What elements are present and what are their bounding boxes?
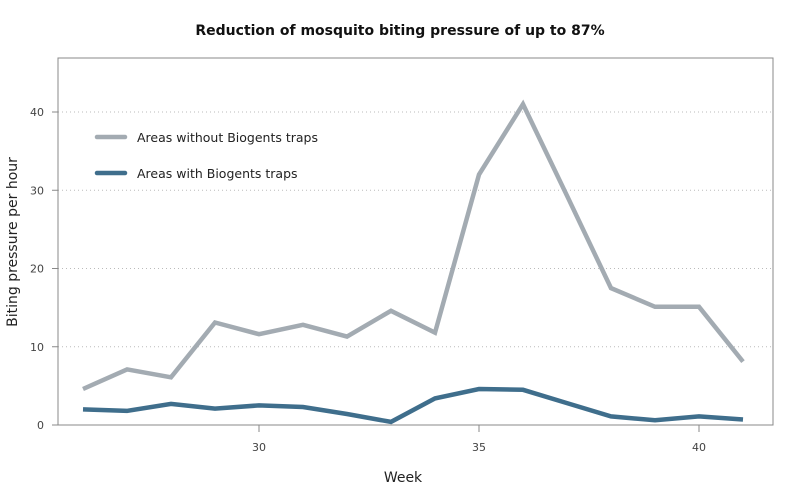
y-tick-label: 20 bbox=[30, 263, 44, 276]
x-tick-label: 35 bbox=[472, 441, 486, 454]
legend-label: Areas without Biogents traps bbox=[137, 130, 318, 145]
y-tick-label: 30 bbox=[30, 184, 44, 197]
x-tick-label: 30 bbox=[252, 441, 266, 454]
legend: Areas without Biogents traps Areas with B… bbox=[94, 130, 318, 181]
y-tick-label: 40 bbox=[30, 106, 44, 119]
y-axis: 0 10 20 30 40 bbox=[30, 106, 58, 432]
plot-frame bbox=[57, 57, 774, 426]
series-line-0 bbox=[82, 99, 745, 392]
chart-title: Reduction of mosquito biting pressure of… bbox=[195, 23, 604, 39]
legend-label: Areas with Biogents traps bbox=[137, 166, 298, 181]
y-axis-label: Biting pressure per hour bbox=[5, 157, 21, 327]
gridlines bbox=[58, 111, 773, 348]
series-line-1 bbox=[82, 386, 744, 425]
x-axis: 30 35 40 bbox=[252, 425, 706, 454]
y-tick-label: 10 bbox=[30, 341, 44, 354]
x-axis-label: Week bbox=[384, 470, 423, 486]
x-tick-label: 40 bbox=[692, 441, 706, 454]
y-tick-label: 0 bbox=[37, 419, 44, 432]
series-lines bbox=[82, 99, 745, 425]
